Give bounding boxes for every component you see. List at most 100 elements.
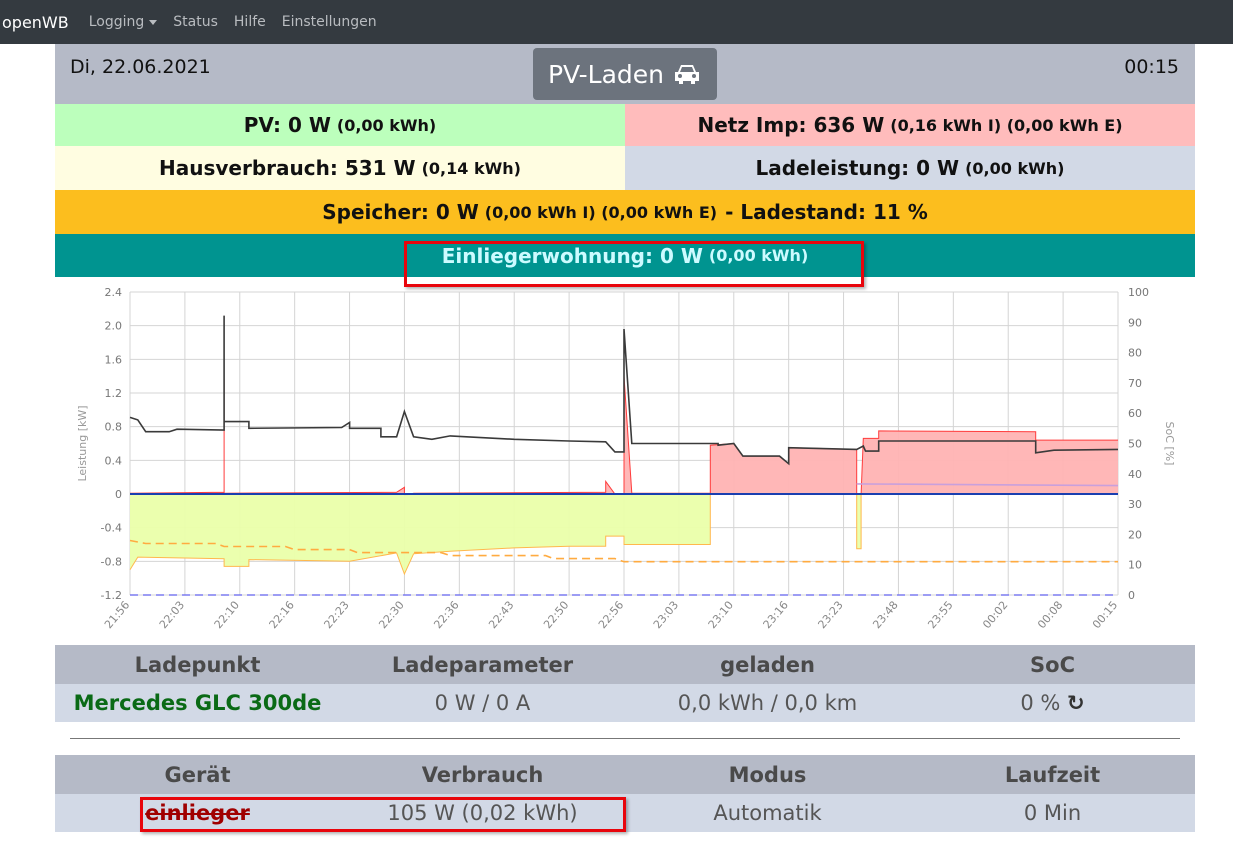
y2-tick-label: 50 bbox=[1128, 438, 1142, 451]
netz-summary: Netz Imp: 636 W (0,16 kWh I) (0,00 kWh E) bbox=[625, 104, 1195, 146]
series-area-1 bbox=[130, 494, 1118, 574]
y2-tick-label: 100 bbox=[1128, 286, 1149, 299]
x-tick-label: 00:15 bbox=[1090, 599, 1120, 632]
x-tick-label: 22:30 bbox=[376, 599, 406, 632]
col-ladeparameter: Ladeparameter bbox=[340, 645, 625, 684]
series-line-0 bbox=[129, 376, 1118, 497]
table-row: einlieger 105 W (0,02 kWh) Automatik 0 M… bbox=[55, 794, 1195, 832]
x-tick-label: 23:10 bbox=[706, 599, 736, 632]
x-tick-label: 22:43 bbox=[486, 599, 516, 632]
divider bbox=[70, 738, 1180, 739]
y2-tick-label: 90 bbox=[1128, 316, 1142, 329]
series-line-3 bbox=[856, 483, 1119, 487]
lade-energy: (0,00 kWh) bbox=[965, 158, 1065, 178]
speicher-value: Speicher: 0 W bbox=[322, 200, 479, 224]
pv-value: PV: 0 W bbox=[243, 113, 331, 137]
device-modus: Automatik bbox=[625, 794, 910, 832]
col-ladepunkt: Ladepunkt bbox=[55, 645, 340, 684]
caret-down-icon bbox=[149, 19, 158, 25]
lp-name[interactable]: Mercedes GLC 300de bbox=[55, 684, 340, 722]
col-soc: SoC bbox=[910, 645, 1195, 684]
col-modus: Modus bbox=[625, 755, 910, 794]
y-tick-label: 2.0 bbox=[105, 320, 123, 333]
speicher-soc: - Ladestand: 11 % bbox=[725, 200, 928, 224]
y-tick-label: 1.2 bbox=[105, 387, 123, 400]
charge-mode-label: PV-Laden bbox=[547, 59, 665, 89]
y-tick-label: -0.8 bbox=[101, 555, 122, 568]
highlight-box bbox=[404, 241, 864, 287]
power-chart: 2.42.01.61.20.80.40-0.4-0.8-1.2100908070… bbox=[76, 286, 1176, 632]
y-tick-label: -0.4 bbox=[101, 522, 122, 535]
brand-logo[interactable]: openWB bbox=[2, 12, 69, 32]
date: Di, 22.06.2021 bbox=[70, 56, 211, 78]
lp-soc: 0 % ↻ bbox=[910, 684, 1195, 722]
lp-soc-value: 0 % bbox=[1020, 691, 1061, 715]
y2-tick-label: 0 bbox=[1128, 589, 1135, 602]
x-tick-label: 23:23 bbox=[816, 599, 846, 632]
x-tick-label: 23:55 bbox=[925, 599, 955, 632]
y2-tick-label: 70 bbox=[1128, 377, 1142, 390]
nav-einstellungen[interactable]: Einstellungen bbox=[281, 14, 377, 30]
x-tick-label: 00:02 bbox=[980, 599, 1010, 632]
y-axis-title: Leistung [kW] bbox=[76, 405, 89, 481]
y-tick-label: 2.4 bbox=[105, 286, 123, 299]
series-line-1 bbox=[129, 493, 1118, 576]
x-tick-label: 22:23 bbox=[322, 599, 352, 632]
haus-summary: Hausverbrauch: 531 W (0,14 kWh) bbox=[55, 146, 625, 190]
pv-summary: PV: 0 W (0,00 kWh) bbox=[55, 104, 625, 146]
ladepunkt-table: Ladepunkt Ladeparameter geladen SoC Merc… bbox=[55, 645, 1195, 722]
x-tick-label: 22:36 bbox=[431, 599, 461, 632]
series-line-2 bbox=[129, 315, 1119, 466]
nav-hilfe[interactable]: Hilfe bbox=[233, 14, 266, 30]
nav-logging-label: Logging bbox=[88, 14, 145, 30]
table-row: Mercedes GLC 300de 0 W / 0 A 0,0 kWh / 0… bbox=[55, 684, 1195, 722]
y2-tick-label: 10 bbox=[1128, 559, 1142, 572]
einlieger-value: Einliegerwohnung: 0 W bbox=[441, 243, 703, 268]
speicher-energy: (0,00 kWh I) (0,00 kWh E) bbox=[484, 202, 718, 222]
device-table: Gerät Verbrauch Modus Laufzeit einlieger… bbox=[55, 755, 1195, 832]
col-geraet: Gerät bbox=[55, 755, 340, 794]
y-tick-label: 1.6 bbox=[105, 353, 123, 366]
lade-value: Ladeleistung: 0 W bbox=[755, 156, 960, 180]
lade-summary: Ladeleistung: 0 W (0,00 kWh) bbox=[625, 146, 1195, 190]
haus-value: Hausverbrauch: 531 W bbox=[159, 156, 416, 180]
x-tick-label: 22:50 bbox=[541, 599, 571, 632]
lp-param: 0 W / 0 A bbox=[340, 684, 625, 722]
x-tick-label: 00:08 bbox=[1035, 599, 1065, 632]
highlight-box bbox=[140, 797, 626, 832]
netz-energy: (0,16 kWh I) (0,00 kWh E) bbox=[890, 115, 1123, 135]
x-tick-label: 23:03 bbox=[651, 599, 681, 632]
einlieger-energy: (0,00 kWh) bbox=[708, 246, 809, 265]
col-verbrauch: Verbrauch bbox=[340, 755, 625, 794]
y-tick-label: 0.8 bbox=[105, 421, 123, 434]
x-tick-label: 21:56 bbox=[102, 599, 132, 632]
y2-axis-title: SoC [%] bbox=[1163, 422, 1176, 466]
y2-tick-label: 30 bbox=[1128, 498, 1142, 511]
x-tick-label: 22:10 bbox=[212, 599, 242, 632]
y2-tick-label: 40 bbox=[1128, 468, 1142, 481]
col-laufzeit: Laufzeit bbox=[910, 755, 1195, 794]
x-tick-label: 22:56 bbox=[596, 599, 626, 632]
car-icon bbox=[675, 65, 700, 84]
x-tick-label: 22:03 bbox=[157, 599, 187, 632]
netz-value: Netz Imp: 636 W bbox=[697, 113, 885, 137]
x-tick-label: 23:16 bbox=[761, 599, 791, 632]
y-tick-label: -1.2 bbox=[101, 589, 122, 602]
speicher-summary: Speicher: 0 W (0,00 kWh I) (0,00 kWh E) - … bbox=[55, 190, 1195, 234]
lp-geladen: 0,0 kWh / 0,0 km bbox=[625, 684, 910, 722]
y2-tick-label: 80 bbox=[1128, 347, 1142, 360]
device-verbrauch: 105 W (0,02 kWh) bbox=[340, 794, 625, 832]
navbar: openWB Logging Status Hilfe Einstellunge… bbox=[0, 0, 1233, 44]
haus-energy: (0,14 kWh) bbox=[421, 158, 521, 178]
y2-tick-label: 20 bbox=[1128, 528, 1142, 541]
y-tick-label: 0.4 bbox=[105, 454, 123, 467]
charge-mode-button[interactable]: PV-Laden bbox=[533, 48, 717, 100]
nav-status[interactable]: Status bbox=[173, 14, 218, 30]
y-tick-label: 0 bbox=[115, 488, 122, 501]
header-bar: Di, 22.06.2021 PV-Laden 00:15 bbox=[55, 44, 1195, 104]
device-name[interactable]: einlieger bbox=[55, 794, 340, 832]
device-laufzeit: 0 Min bbox=[910, 794, 1195, 832]
clock: 00:15 bbox=[1124, 56, 1179, 78]
nav-logging[interactable]: Logging bbox=[89, 14, 158, 30]
refresh-icon[interactable]: ↻ bbox=[1067, 691, 1085, 715]
